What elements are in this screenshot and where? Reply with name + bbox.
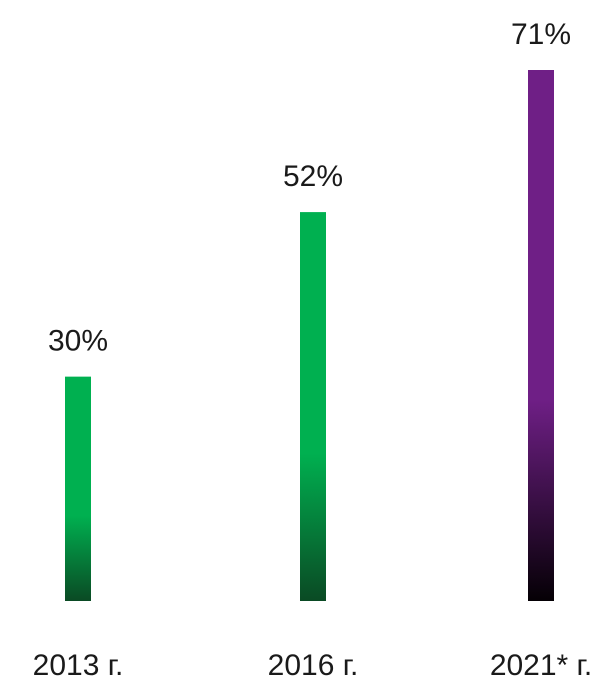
value-labels-layer: 30% 52% 71% [48,18,571,358]
value-label-0: 30% [48,325,108,358]
value-label-1: 52% [283,160,343,193]
bar-1 [300,212,326,602]
category-labels-layer: 2013 г. 2016 г. 2021* г. [33,649,593,681]
category-label-1: 2016 г. [268,649,359,681]
value-label-2: 71% [511,18,571,51]
bar-2 [528,70,554,601]
bars-layer [65,70,554,602]
category-label-2: 2021* г. [490,649,592,681]
category-label-0: 2013 г. [33,649,124,681]
bar-0 [65,376,91,601]
